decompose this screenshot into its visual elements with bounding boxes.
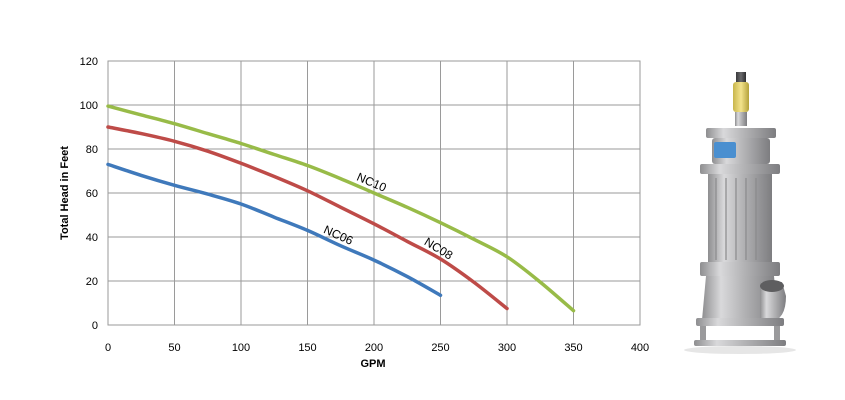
y-tick-label: 20 <box>86 276 98 288</box>
x-tick-labels: 0 50 100 150 200 250 300 350 400 <box>105 342 649 354</box>
plot-frame <box>107 60 641 326</box>
series-line-nc10 <box>106 104 576 313</box>
series-line-nc08 <box>106 125 509 311</box>
y-tick-label: 0 <box>92 320 98 332</box>
y-tick-label: 120 <box>80 56 98 68</box>
y-axis-title: Total Head in Feet <box>59 146 71 240</box>
x-tick-label: 0 <box>105 342 111 354</box>
series-line-nc06 <box>106 162 443 298</box>
y-tick-label: 100 <box>80 100 98 112</box>
y-tick-label: 40 <box>86 232 98 244</box>
x-tick-label: 300 <box>498 342 516 354</box>
x-tick-label: 150 <box>298 342 316 354</box>
x-tick-label: 250 <box>431 342 449 354</box>
x-tick-label: 400 <box>631 342 649 354</box>
x-tick-label: 100 <box>232 342 250 354</box>
x-tick-label: 200 <box>365 342 383 354</box>
y-tick-label: 60 <box>86 188 98 200</box>
x-tick-label: 50 <box>168 342 180 354</box>
x-tick-label: 350 <box>564 342 582 354</box>
y-tick-labels: 0 20 40 60 80 100 120 <box>80 56 98 332</box>
brand-badge <box>714 142 736 158</box>
x-axis-title: GPM <box>360 358 385 370</box>
y-tick-label: 80 <box>86 144 98 156</box>
submersible-pump-icon <box>684 72 796 354</box>
